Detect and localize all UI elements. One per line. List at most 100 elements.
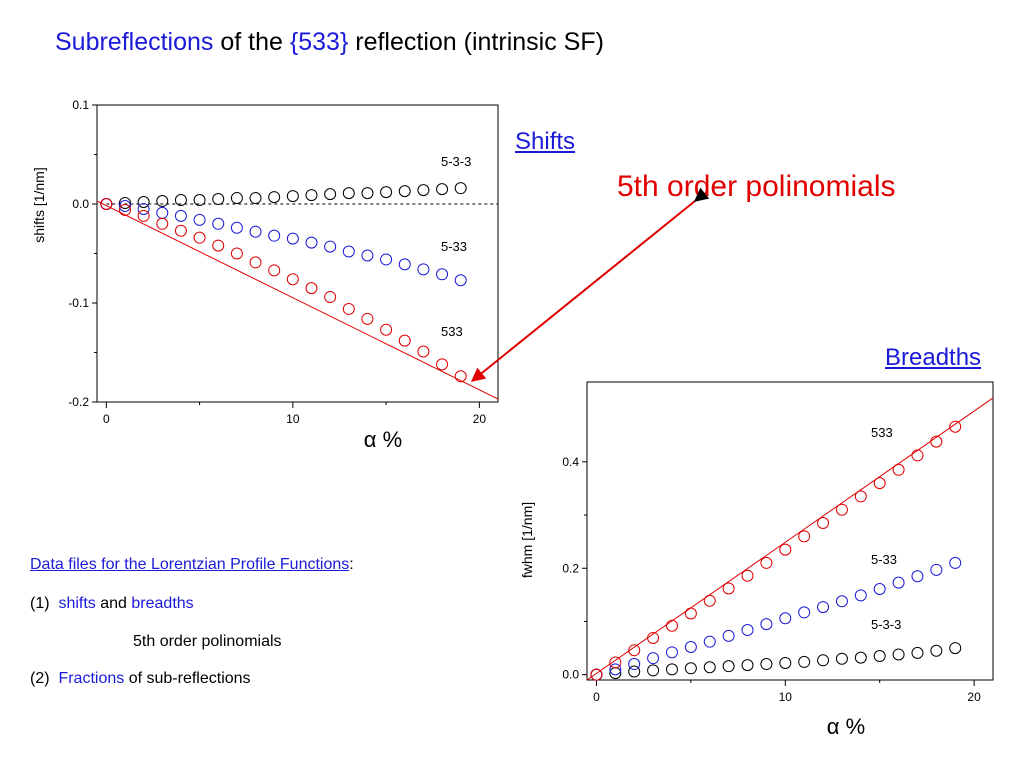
shifts-xlabel: α % [364, 427, 402, 452]
breadths-point [628, 658, 641, 671]
breadths-plot-area: 0.0 0.2 0.4 0 10 20 fwhm [1/nm] α % 5-3-3 5-33 533 [519, 381, 994, 739]
title-part-rest: reflection (intrinsic SF) [348, 28, 604, 56]
breadths-point [835, 652, 848, 665]
shifts-point [268, 229, 281, 242]
breadths-point [873, 650, 886, 663]
breadths-point [684, 607, 697, 620]
shifts-point [118, 199, 131, 212]
data-files-link[interactable]: Data files for the Lorentzian Profile Fu… [30, 556, 350, 573]
shifts-point [286, 232, 299, 245]
double-arrow [470, 187, 710, 382]
shifts-point [118, 197, 131, 210]
breadths-point [609, 656, 622, 669]
breadths-point [647, 652, 660, 665]
shifts-link[interactable]: Shifts [515, 128, 576, 155]
breadths-series-label: 533 [871, 425, 893, 440]
item1-shifts: shifts [58, 595, 96, 612]
shifts-point [417, 184, 430, 197]
shifts-point [174, 209, 187, 222]
shifts-point [417, 263, 430, 276]
breadths-point [854, 589, 867, 602]
slide-title: Subreflections of the {533} reflection (… [55, 28, 604, 57]
breadths-point [703, 594, 716, 607]
breadths-point [647, 631, 660, 644]
breadths-point [779, 543, 792, 556]
shifts-point [174, 194, 187, 207]
shifts-point [286, 273, 299, 286]
breadths-point [817, 654, 830, 667]
shifts-point [230, 192, 243, 205]
shifts-point [174, 224, 187, 237]
breadths-point [779, 612, 792, 625]
shifts-point [230, 247, 243, 260]
breadths-point [854, 490, 867, 503]
shifts-plot-area: 0.1 0.0 -0.1 -0.2 0 10 20 shifts [1/nm] α % 5-3-3… [31, 98, 499, 452]
breadths-point [911, 646, 924, 659]
shifts-point [230, 221, 243, 234]
breadths-point [835, 503, 848, 516]
shifts-point [212, 217, 225, 230]
breadths-ylabel: fwhm [1/nm] [519, 502, 535, 578]
breadths-point [779, 656, 792, 669]
breadths-point [930, 435, 943, 448]
breadths-point [873, 583, 886, 596]
shifts-point [212, 193, 225, 206]
breadths-point [741, 659, 754, 672]
breadths-point [930, 644, 943, 657]
breadths-point [892, 576, 905, 589]
breadths-point [798, 606, 811, 619]
item2-fractions: Fractions [58, 670, 125, 687]
breadths-link[interactable]: Breadths [885, 344, 982, 371]
breadths-point [684, 641, 697, 654]
breadths-point [703, 661, 716, 674]
title-part-hkl: {533} [289, 28, 349, 56]
shifts-point [342, 302, 355, 315]
shifts-point [380, 323, 393, 336]
shifts-point [286, 190, 299, 203]
breadths-point [760, 556, 773, 569]
breadths-point [665, 619, 678, 632]
shifts-point [342, 245, 355, 258]
breadths-xtick-label: 20 [967, 690, 981, 704]
breadths-xlabel: α % [827, 714, 865, 739]
breadths-point [684, 662, 697, 675]
breadths-point [873, 477, 886, 490]
breadths-point [817, 601, 830, 614]
shifts-point [249, 225, 262, 238]
shifts-point [324, 291, 337, 304]
shifts-point [193, 213, 206, 226]
breadths-point [665, 646, 678, 659]
breadths-point [722, 582, 735, 595]
shifts-point [380, 253, 393, 266]
item1-breadths: breadths [131, 595, 194, 612]
breadths-point [949, 556, 962, 569]
breadths-point [930, 563, 943, 576]
notes-data-files: Data files for the Lorentzian Profile Fu… [30, 556, 354, 574]
breadths-point [628, 644, 641, 657]
breadths-xtick-label: 0 [593, 690, 600, 704]
shifts-point [118, 203, 131, 216]
shifts-point [454, 370, 467, 383]
shifts-point [249, 192, 262, 205]
shifts-point [342, 187, 355, 200]
shifts-point [398, 185, 411, 198]
shifts-point [137, 209, 150, 222]
breadths-ytick-label: 0.2 [562, 561, 579, 575]
shifts-point [436, 183, 449, 196]
shifts-point [454, 274, 467, 287]
shifts-point [436, 358, 449, 371]
shifts-point [305, 282, 318, 295]
breadths-point [817, 517, 830, 530]
breadths-series-label: 5-33 [871, 552, 897, 567]
shifts-xtick-label: 20 [473, 412, 487, 426]
title-part-of-the: of the [213, 28, 290, 56]
breadths-point [892, 648, 905, 661]
breadths-point [835, 595, 848, 608]
breadths-point [892, 463, 905, 476]
notes-item1-sub: 5th order polinomials [133, 633, 282, 650]
shifts-point [398, 258, 411, 271]
shifts-ytick-label: 0.0 [72, 197, 89, 211]
